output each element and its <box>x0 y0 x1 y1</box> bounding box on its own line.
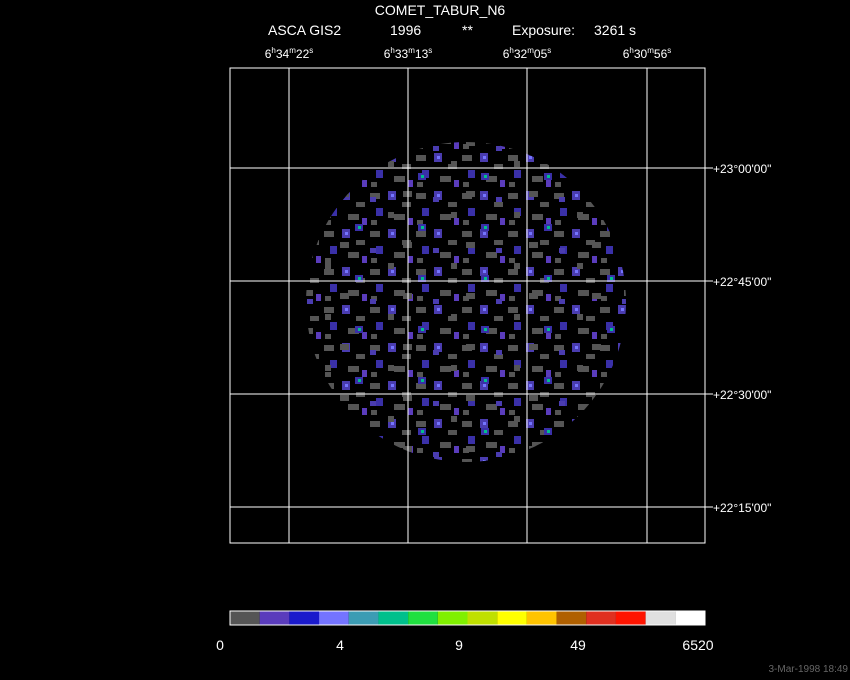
ra-value: 6 <box>503 47 510 61</box>
ra-value: 34 <box>276 47 290 61</box>
ra-unit: h <box>390 46 394 55</box>
ra-unit: s <box>667 46 671 55</box>
ra-value: 6 <box>384 47 391 61</box>
colorbar-cell <box>675 611 705 625</box>
ra-value: 32 <box>514 47 528 61</box>
ra-unit: h <box>509 46 513 55</box>
ra-value: 6 <box>623 47 630 61</box>
ra-value: 33 <box>395 47 409 61</box>
ra-value: 05 <box>534 47 548 61</box>
ra-label: 6h30m56s <box>623 46 672 61</box>
colorbar-label: 4 <box>336 637 344 653</box>
colorbar: 0 4 9 49 6520 <box>216 610 714 653</box>
colorbar-cell <box>645 611 676 625</box>
field-overlay <box>306 142 626 462</box>
ra-unit: s <box>547 46 551 55</box>
ra-unit: h <box>629 46 633 55</box>
colorbar-label: 6520 <box>682 637 713 653</box>
dec-label: +23°00'00" <box>713 162 771 176</box>
colorbar-cell <box>467 611 498 625</box>
colorbar-cell <box>348 611 379 625</box>
colorbar-cell <box>319 611 349 625</box>
instrument: ASCA GIS2 <box>268 22 341 38</box>
colorbar-cell <box>526 611 557 625</box>
timestamp: 3-Mar-1998 18:49 <box>769 664 849 675</box>
ra-value: 22 <box>296 47 310 61</box>
exposure: 3261 s <box>594 22 636 38</box>
colorbar-cell <box>408 611 438 625</box>
year: 1996 <box>390 22 421 38</box>
ra-unit: m <box>527 46 534 55</box>
colorbar-label: 49 <box>570 637 586 653</box>
ra-unit: m <box>289 46 296 55</box>
colorbar-cell <box>586 611 616 625</box>
ra-label: 6h34m22s <box>265 46 314 61</box>
colorbar-cell <box>378 611 409 625</box>
title: COMET_TABUR_N6 <box>375 2 506 18</box>
colorbar-frame <box>229 610 706 626</box>
ra-value: 56 <box>654 47 668 61</box>
ra-unit: s <box>309 46 313 55</box>
image <box>306 142 626 462</box>
ra-label: 6h32m05s <box>503 46 552 61</box>
ra-unit: s <box>428 46 432 55</box>
flag: ** <box>462 22 473 38</box>
colorbar-cell <box>437 611 468 625</box>
ra-label: 6h33m13s <box>384 46 433 61</box>
ra-value: 13 <box>415 47 429 61</box>
colorbar-label: 0 <box>216 637 224 653</box>
colorbar-cell <box>259 611 290 625</box>
ra-unit: h <box>271 46 275 55</box>
dec-label: +22°15'00" <box>713 501 771 515</box>
colorbar-cell <box>497 611 527 625</box>
ra-value: 30 <box>634 47 648 61</box>
colorbar-cell <box>556 611 587 625</box>
exposure-label: Exposure: <box>512 22 575 38</box>
dec-label: +22°30'00" <box>713 388 771 402</box>
dec-label: +22°45'00" <box>713 275 771 289</box>
grid: 6h34m22s 6h33m13s 6h32m05s 6h30m56s+23°00'0… <box>230 46 771 543</box>
ra-value: 6 <box>265 47 272 61</box>
colorbar-cell <box>230 611 260 625</box>
colorbar-cell <box>615 611 646 625</box>
frame <box>229 67 706 544</box>
ra-unit: m <box>647 46 654 55</box>
colorbar-label: 9 <box>455 637 463 653</box>
colorbar-cell <box>289 611 320 625</box>
ra-unit: m <box>408 46 415 55</box>
